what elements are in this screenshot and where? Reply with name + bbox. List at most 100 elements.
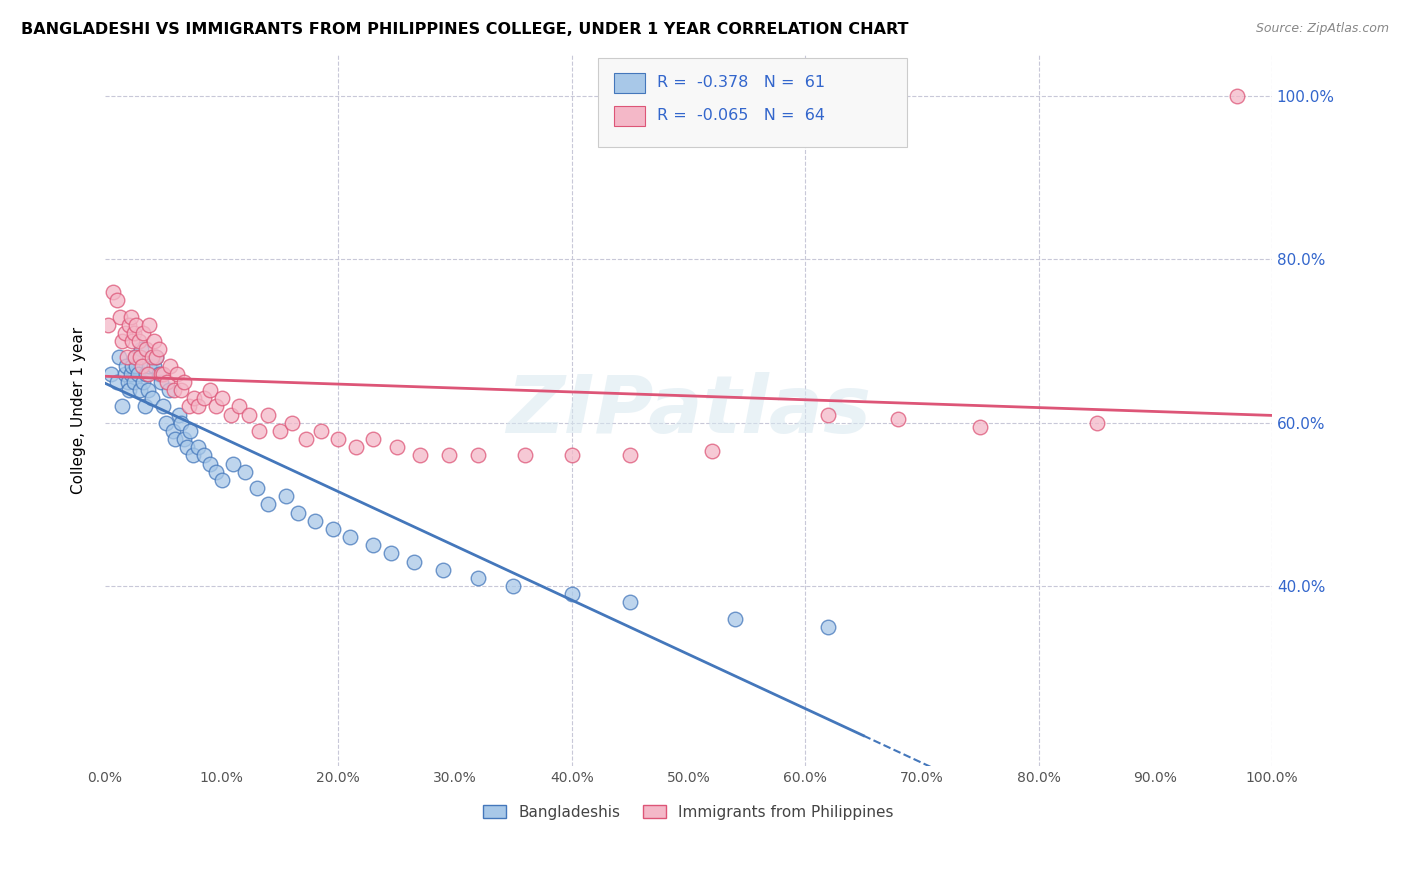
- Point: [198, 383, 221, 397]
- Point: [135, 343, 157, 357]
- Text: ZIPatlas: ZIPatlas: [506, 371, 870, 450]
- Point: [121, 334, 143, 348]
- Point: [193, 449, 215, 463]
- Point: [257, 408, 280, 422]
- Point: [228, 400, 250, 414]
- Point: [183, 391, 205, 405]
- Point: [143, 359, 166, 373]
- Point: [467, 571, 489, 585]
- Point: [101, 285, 124, 299]
- Point: [105, 293, 128, 308]
- Point: [439, 449, 461, 463]
- Point: [817, 408, 839, 422]
- Point: [111, 400, 134, 414]
- Point: [138, 318, 160, 332]
- Legend: Bangladeshis, Immigrants from Philippines: Bangladeshis, Immigrants from Philippine…: [477, 798, 900, 826]
- Point: [1226, 89, 1249, 103]
- Point: [344, 440, 367, 454]
- Point: [132, 326, 155, 340]
- Point: [363, 538, 385, 552]
- Point: [561, 449, 583, 463]
- Point: [120, 367, 142, 381]
- Point: [131, 359, 153, 373]
- Point: [108, 310, 131, 324]
- Point: [141, 351, 163, 365]
- Point: [145, 351, 167, 365]
- Point: [222, 457, 245, 471]
- Point: [246, 481, 269, 495]
- Point: [115, 351, 138, 365]
- Point: [177, 400, 200, 414]
- Point: [193, 391, 215, 405]
- Point: [125, 359, 148, 373]
- Point: [108, 351, 131, 365]
- Point: [129, 343, 152, 357]
- Point: [173, 432, 195, 446]
- Point: [117, 375, 139, 389]
- Point: [322, 522, 344, 536]
- Point: [385, 440, 408, 454]
- Point: [274, 489, 297, 503]
- Point: [122, 375, 145, 389]
- Point: [309, 424, 332, 438]
- Point: [127, 367, 149, 381]
- Point: [157, 383, 180, 397]
- Point: [159, 359, 181, 373]
- Point: [163, 432, 186, 446]
- Point: [380, 546, 402, 560]
- Point: [404, 555, 426, 569]
- Point: [269, 424, 291, 438]
- Point: [205, 465, 228, 479]
- Point: [257, 498, 280, 512]
- Point: [97, 318, 120, 332]
- Point: [122, 326, 145, 340]
- Point: [156, 375, 179, 389]
- Point: [148, 343, 170, 357]
- Text: Source: ZipAtlas.com: Source: ZipAtlas.com: [1256, 22, 1389, 36]
- Point: [328, 432, 350, 446]
- Point: [148, 367, 170, 381]
- Point: [280, 416, 302, 430]
- Point: [619, 595, 641, 609]
- Point: [145, 351, 167, 365]
- Point: [152, 367, 174, 381]
- Point: [817, 620, 839, 634]
- Point: [135, 367, 157, 381]
- Point: [211, 473, 233, 487]
- Point: [502, 579, 524, 593]
- Text: BANGLADESHI VS IMMIGRANTS FROM PHILIPPINES COLLEGE, UNDER 1 YEAR CORRELATION CHA: BANGLADESHI VS IMMIGRANTS FROM PHILIPPIN…: [21, 22, 908, 37]
- Point: [100, 367, 122, 381]
- Point: [128, 334, 150, 348]
- Point: [304, 514, 326, 528]
- Point: [129, 351, 152, 365]
- Point: [138, 359, 160, 373]
- Point: [118, 383, 141, 397]
- Point: [170, 416, 193, 430]
- Point: [152, 400, 174, 414]
- Point: [121, 359, 143, 373]
- Point: [170, 383, 193, 397]
- Point: [724, 612, 747, 626]
- Point: [187, 440, 209, 454]
- Point: [700, 444, 723, 458]
- Point: [287, 506, 309, 520]
- Point: [409, 449, 432, 463]
- Text: R =  -0.378   N =  61: R = -0.378 N = 61: [657, 76, 825, 90]
- Point: [163, 383, 186, 397]
- Point: [134, 400, 156, 414]
- Point: [969, 420, 991, 434]
- Point: [363, 432, 385, 446]
- Point: [118, 318, 141, 332]
- Point: [619, 449, 641, 463]
- Point: [111, 334, 134, 348]
- Point: [124, 351, 146, 365]
- Point: [467, 449, 489, 463]
- Point: [211, 391, 233, 405]
- Text: R =  -0.065   N =  64: R = -0.065 N = 64: [657, 109, 824, 123]
- Point: [187, 400, 209, 414]
- Point: [125, 318, 148, 332]
- Point: [105, 375, 128, 389]
- Point: [150, 375, 173, 389]
- Point: [143, 334, 166, 348]
- Point: [132, 375, 155, 389]
